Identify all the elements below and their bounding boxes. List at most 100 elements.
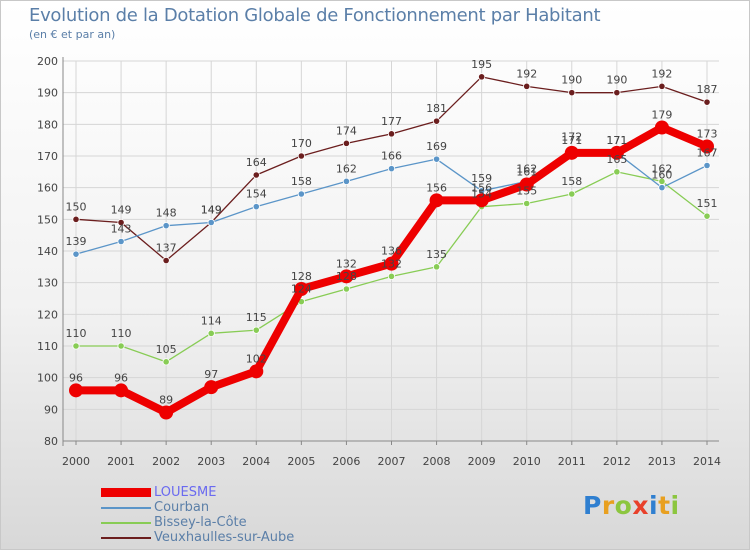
data-label: 181 (426, 102, 447, 115)
data-label: 190 (561, 74, 582, 87)
legend-swatch (101, 506, 151, 509)
chart-subtitle: (en € et par an) (29, 28, 116, 41)
data-point (432, 117, 441, 125)
y-tick-label: 170 (37, 150, 58, 163)
legend-label: Bissey-la-Côte (154, 515, 247, 530)
data-label: 162 (336, 162, 357, 175)
data-point (342, 285, 351, 293)
data-point (568, 190, 576, 198)
y-tick-label: 80 (44, 435, 58, 448)
data-point (384, 256, 399, 271)
data-label: 159 (471, 172, 492, 185)
legend-item: Courban (101, 500, 294, 515)
series-bissey-la-c-te (72, 168, 711, 366)
data-point (519, 177, 534, 192)
data-point (207, 329, 215, 337)
data-label: 162 (516, 162, 537, 175)
data-point (523, 82, 531, 90)
data-label: 170 (291, 137, 312, 150)
data-point (700, 139, 714, 154)
data-point (297, 190, 305, 198)
data-label: 139 (66, 235, 87, 248)
data-point (703, 212, 711, 220)
y-tick-label: 130 (37, 277, 58, 290)
data-label: 128 (336, 270, 357, 283)
data-label: 136 (381, 245, 402, 258)
y-tick-label: 180 (37, 118, 58, 131)
data-point (297, 152, 305, 160)
x-tick-label: 2006 (332, 455, 360, 468)
data-point (294, 282, 309, 296)
data-label: 195 (471, 58, 492, 71)
legend-swatch (101, 521, 151, 524)
logo-letter: t (658, 491, 671, 520)
y-tick-label: 90 (44, 403, 58, 416)
data-point (703, 98, 711, 106)
data-label: 167 (697, 147, 718, 160)
data-label: 155 (516, 185, 537, 198)
data-point (387, 130, 396, 138)
data-label: 154 (246, 188, 267, 201)
x-tick-label: 2008 (423, 455, 451, 468)
data-point (162, 358, 170, 366)
x-tick-label: 2000 (62, 455, 90, 468)
data-label: 187 (697, 83, 718, 96)
data-label: 156 (426, 181, 447, 194)
data-point (72, 342, 80, 350)
data-label: 158 (291, 175, 312, 188)
y-tick-label: 190 (37, 87, 58, 100)
y-tick-label: 150 (37, 213, 58, 226)
data-label: 110 (66, 327, 87, 340)
x-tick-label: 2010 (513, 455, 541, 468)
data-label: 173 (697, 128, 718, 141)
x-tick-label: 2007 (378, 455, 406, 468)
data-label: 161 (516, 166, 537, 179)
data-label: 96 (114, 371, 128, 384)
data-point (342, 177, 351, 185)
data-point (162, 222, 170, 230)
legend: LOUESME Courban Bissey-la-Côte Veuxhaulles-… (101, 485, 294, 545)
data-point (658, 184, 666, 192)
data-point (117, 237, 125, 246)
data-label: 192 (651, 67, 672, 80)
data-point (342, 139, 351, 147)
data-point (117, 342, 125, 350)
data-label: 190 (606, 74, 627, 87)
data-point (117, 218, 125, 227)
logo-letter: i (670, 491, 680, 520)
data-label: 156 (471, 181, 492, 194)
x-tick-label: 2003 (197, 455, 225, 468)
data-label: 174 (336, 124, 357, 137)
data-point (613, 89, 621, 97)
y-tick-label: 200 (37, 55, 58, 68)
data-point (72, 250, 80, 258)
data-label: 115 (246, 311, 267, 324)
data-point (654, 120, 669, 135)
logo-letter: P (583, 491, 602, 520)
logo-letter: i (649, 491, 659, 520)
data-point (658, 82, 666, 90)
data-label: 150 (66, 200, 87, 213)
data-point (703, 161, 711, 170)
x-tick-label: 2002 (152, 455, 180, 468)
logo-letter: o (614, 491, 633, 520)
data-point (609, 145, 624, 160)
data-label: 151 (697, 197, 718, 210)
y-tick-label: 110 (37, 340, 58, 353)
legend-swatch (101, 536, 151, 539)
data-label: 137 (156, 242, 177, 255)
axes: 80 90 100 110 120 130 140 150 160 170 180 190 200 200… (37, 55, 721, 468)
series-louesme (69, 120, 714, 420)
data-point (474, 193, 489, 208)
data-point (613, 168, 621, 176)
data-label: 172 (561, 131, 582, 144)
data-label: 179 (651, 109, 672, 122)
legend-item: Bissey-la-Côte (101, 515, 294, 530)
data-point (523, 199, 531, 208)
data-label: 169 (426, 140, 447, 153)
x-tick-label: 2014 (693, 455, 721, 468)
legend-swatch (101, 488, 151, 497)
legend-item: Veuxhaulles-sur-Aube (101, 530, 294, 545)
data-label: 132 (381, 257, 402, 270)
legend-label: Courban (154, 500, 210, 515)
